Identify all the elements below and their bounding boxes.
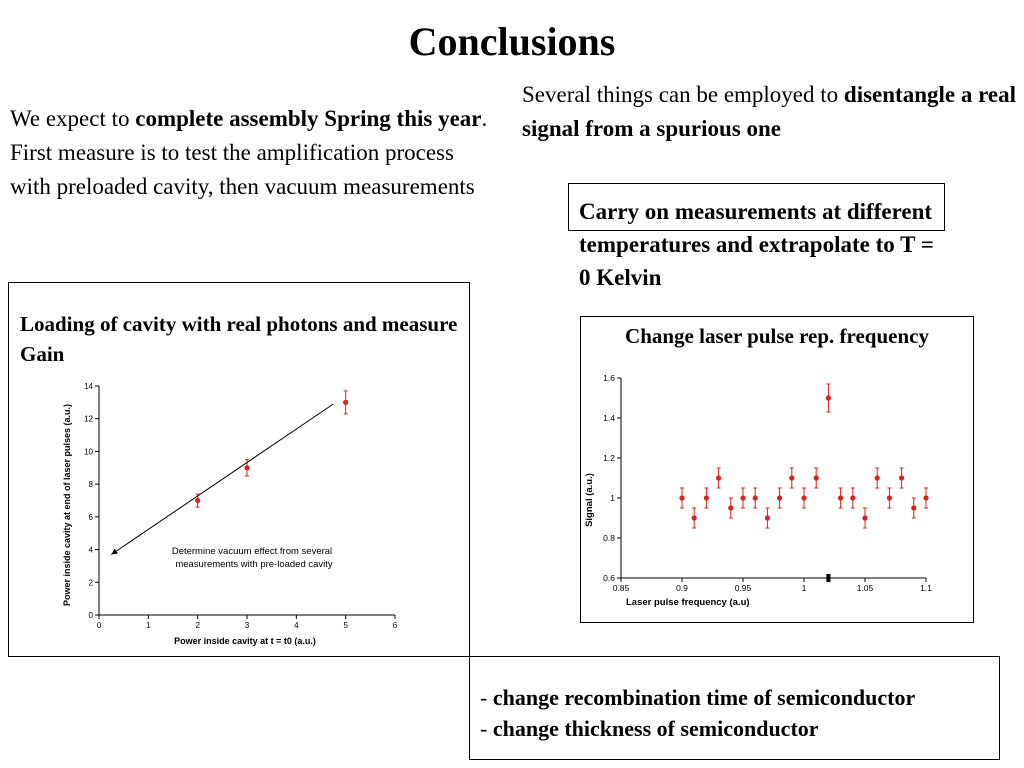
data-point [911, 505, 917, 511]
chart-annotation: Determine vacuum effect from several [172, 546, 332, 557]
x-tick-label: 0.9 [676, 583, 688, 593]
data-point [886, 495, 893, 501]
expectation-text-part2: . First measure is to test the amplifica… [10, 106, 488, 199]
data-point [691, 515, 697, 521]
data-point [703, 495, 710, 501]
y-tick-label: 14 [84, 382, 93, 391]
data-point [764, 515, 771, 521]
semiconductor-item: - change thickness of semiconductor [480, 716, 819, 741]
x-tick-label: 1.1 [920, 583, 932, 593]
y-tick-label: 10 [84, 447, 93, 456]
y-tick-label: 6 [89, 513, 94, 522]
data-point [862, 515, 868, 521]
x-axis-label: Power inside cavity at t = t0 (a.u.) [174, 636, 316, 646]
semiconductor-box [469, 656, 1000, 760]
data-point [838, 495, 844, 501]
temperature-box [568, 183, 945, 231]
semiconductor-list: - change recombination time of semicondu… [480, 682, 915, 744]
data-point [716, 475, 722, 481]
x-axis-label: Laser pulse frequency (a.u) [626, 597, 750, 608]
data-point [813, 475, 819, 481]
data-point [740, 495, 746, 501]
data-point [752, 495, 758, 501]
x-tick-label: 0 [97, 621, 102, 630]
fit-line-arrow [111, 403, 334, 555]
frequency-marker [826, 574, 831, 582]
x-tick-label: 3 [245, 621, 250, 630]
data-point [777, 495, 783, 501]
data-point [789, 475, 795, 481]
data-point [343, 399, 349, 405]
y-tick-label: 1.2 [603, 453, 615, 463]
gain-panel [8, 282, 470, 657]
y-tick-label: 4 [89, 546, 94, 555]
y-tick-label: 0 [89, 611, 94, 620]
y-tick-label: 1 [610, 493, 615, 503]
y-tick-label: 8 [89, 480, 94, 489]
x-tick-label: 0.85 [613, 583, 630, 593]
page-title: Conclusions [408, 19, 616, 64]
expectation-text: We expect to complete assembly Spring th… [10, 102, 490, 204]
gain-panel-title: Loading of cavity with real photons and … [20, 312, 458, 366]
y-tick-label: 12 [84, 415, 93, 424]
expectation-text-bold: complete assembly Spring this year [135, 106, 482, 131]
x-tick-label: 6 [393, 621, 398, 630]
y-tick-label: 0.6 [603, 573, 615, 583]
semiconductor-item: - change recombination time of semicondu… [480, 685, 916, 710]
x-tick-label: 2 [195, 621, 200, 630]
data-point [679, 495, 685, 501]
y-axis-label: Power inside cavity at end of laser puls… [62, 404, 72, 606]
y-tick-label: 1.4 [603, 413, 615, 423]
x-tick-label: 1 [802, 583, 807, 593]
x-tick-label: 1 [146, 621, 151, 630]
data-point [825, 395, 832, 401]
data-point [899, 475, 905, 481]
signal-methods-part1: Several things can be employed to [522, 82, 844, 107]
x-tick-label: 4 [294, 621, 299, 630]
chart-annotation: measurements with pre-loaded cavity [175, 559, 333, 570]
data-point [244, 465, 250, 471]
data-point [874, 475, 880, 481]
y-tick-label: 1.6 [603, 373, 615, 383]
frequency-panel [580, 316, 974, 623]
expectation-text-part1: We expect to [10, 106, 136, 131]
signal-methods-text: Several things can be employed to disent… [522, 78, 1022, 146]
x-tick-label: 0.95 [735, 583, 752, 593]
y-tick-label: 0.8 [603, 533, 615, 543]
frequency-panel-title: Change laser pulse rep. frequency [625, 324, 929, 348]
temperature-text: Carry on measurements at different tempe… [579, 199, 934, 290]
data-point [923, 495, 929, 501]
x-tick-label: 5 [343, 621, 348, 630]
signal-methods-bold: disentangle a real signal from a spuriou… [522, 82, 1016, 141]
x-tick-label: 1.05 [857, 583, 874, 593]
data-point [728, 505, 734, 511]
y-axis-label: Signal (a.u.) [584, 473, 595, 527]
y-tick-label: 2 [89, 578, 94, 587]
data-point [195, 497, 201, 504]
data-point [801, 495, 807, 501]
data-point [850, 495, 856, 501]
